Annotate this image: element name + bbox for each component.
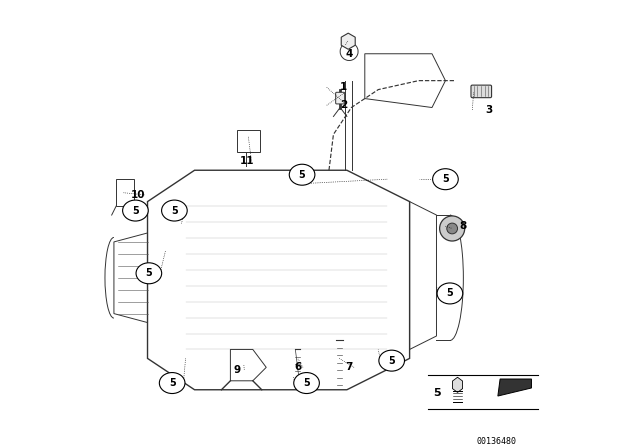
Text: 00136480: 00136480 — [477, 437, 517, 446]
Text: 11: 11 — [240, 156, 255, 166]
Text: 4: 4 — [346, 49, 353, 59]
Ellipse shape — [136, 263, 162, 284]
Circle shape — [447, 223, 458, 234]
Text: 5: 5 — [169, 378, 175, 388]
Text: 2: 2 — [340, 100, 348, 110]
Ellipse shape — [437, 283, 463, 304]
FancyBboxPatch shape — [336, 92, 345, 104]
Polygon shape — [452, 377, 463, 392]
Ellipse shape — [433, 169, 458, 190]
Text: 9: 9 — [233, 365, 240, 375]
Text: 5: 5 — [442, 174, 449, 184]
Text: 5: 5 — [303, 378, 310, 388]
FancyBboxPatch shape — [471, 85, 492, 98]
Text: 5: 5 — [447, 289, 453, 298]
Text: 10: 10 — [131, 190, 145, 200]
Text: 5: 5 — [433, 388, 440, 398]
Text: 6: 6 — [294, 362, 301, 372]
Polygon shape — [341, 33, 355, 49]
Text: 8: 8 — [459, 221, 466, 231]
Text: 3: 3 — [486, 105, 493, 115]
Text: 5: 5 — [145, 268, 152, 278]
Ellipse shape — [379, 350, 404, 371]
Ellipse shape — [161, 200, 188, 221]
Polygon shape — [498, 379, 531, 396]
Ellipse shape — [123, 200, 148, 221]
Ellipse shape — [294, 373, 319, 393]
Text: 1: 1 — [340, 82, 348, 92]
Ellipse shape — [289, 164, 315, 185]
Text: 5: 5 — [171, 206, 178, 215]
Text: 5: 5 — [299, 170, 305, 180]
Text: 5: 5 — [132, 206, 139, 215]
Circle shape — [440, 216, 465, 241]
Text: 5: 5 — [388, 356, 395, 366]
Text: 7: 7 — [345, 362, 353, 372]
Ellipse shape — [159, 373, 185, 393]
